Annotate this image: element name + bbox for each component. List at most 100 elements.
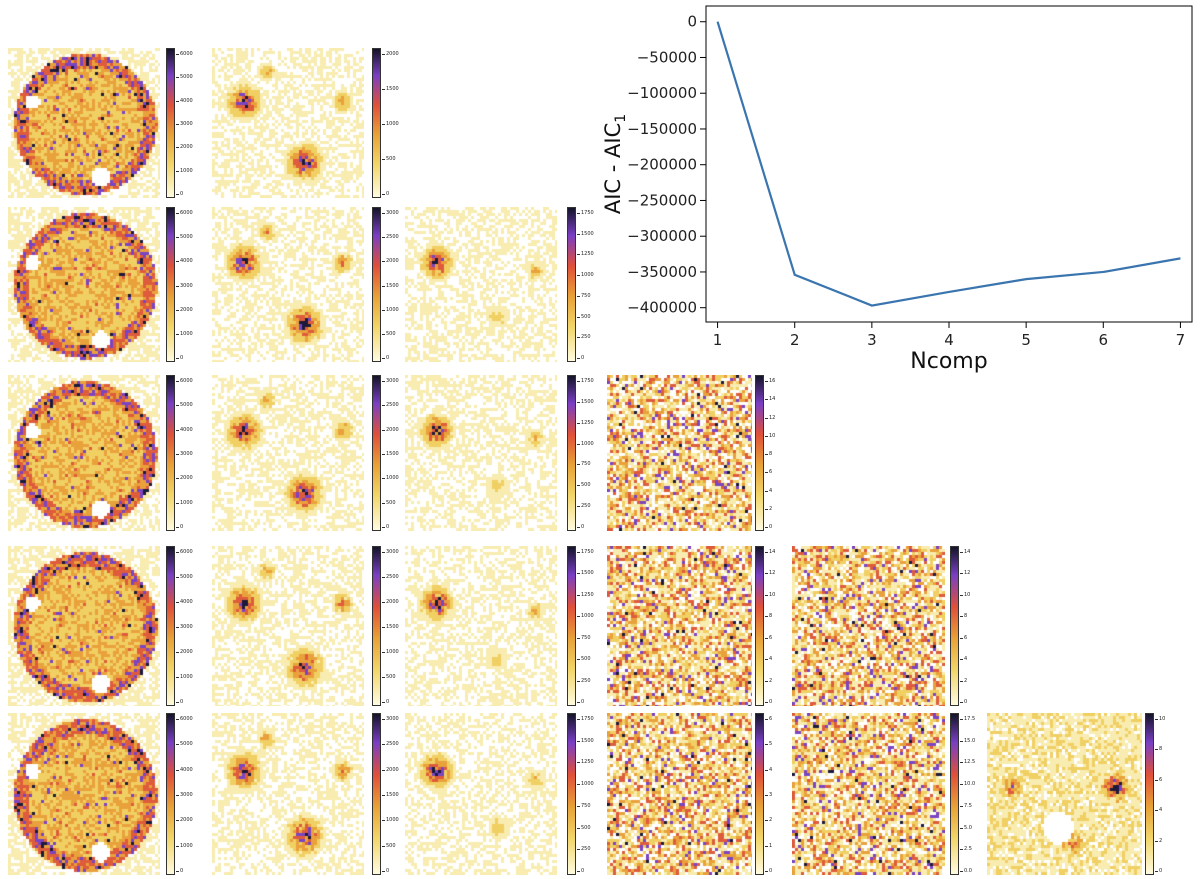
colorbar [950,546,959,706]
colorbar-tick-label: 1500 [577,570,594,577]
colorbar-tick-label: 1500 [382,451,399,457]
colorbar-tick-label: 1000 [577,613,594,620]
colorbar [567,713,576,875]
colorbar-tick-label: 0 [175,355,184,361]
colorbar-tick-label: 17.5 [959,716,976,722]
colorbar [372,546,381,706]
colorbar-tick-label: 8 [1154,746,1163,753]
component-map [607,375,752,531]
colorbar-tick-label: 1500 [382,624,399,630]
colorbar-tick-label: 14 [764,396,776,403]
colorbar-tick-label: 4 [764,656,773,663]
colorbar-tick-label: 2 [1154,837,1163,844]
colorbar-tick-label: 1000 [176,499,193,506]
colorbar-tick-label: 500 [577,656,591,663]
y-tick-label: −400000 [627,299,697,317]
component-panel-ncomp3-c3: 1750 1500 1250 1000 750 500 250 0 [405,207,607,362]
colorbar-tick-label: 6 [959,634,968,641]
component-map [405,207,557,362]
colorbar-tick-label: 1000 [577,440,594,447]
component-panel-ncomp6-c6: 10 8 6 4 2 0 [987,713,1185,875]
component-map [792,713,945,875]
component-panel-ncomp6-c2: 3000 2500 2000 1500 1000 500 0 [212,713,412,875]
component-panel-ncomp6-c3: 1750 1500 1250 1000 750 500 250 0 [405,713,607,875]
colorbar-tick-label: 12 [959,570,971,577]
colorbar-tick-label: 1250 [577,251,594,258]
x-tick-label: 7 [1176,331,1186,349]
colorbar-tick-label: 6 [1154,776,1163,783]
colorbar-tick-label: 0 [764,868,773,874]
colorbar-tick-label: 2000 [382,599,399,605]
component-panel-ncomp5-c4: 14 12 10 8 6 4 2 0 [607,546,795,706]
colorbar-tick-label: 3000 [176,121,193,127]
colorbar-tick-label: 750 [577,634,591,641]
colorbar-tick-label: 1500 [577,230,594,237]
colorbar-tick-label: 2 [764,505,773,512]
colorbar-tick-label: 0 [764,524,773,530]
colorbar-tick-label: 1250 [577,419,594,426]
colorbar [372,713,381,875]
colorbar-tick-label: 14 [959,549,971,555]
colorbar [166,546,175,706]
component-panel-ncomp5-c2: 3000 2500 2000 1500 1000 500 0 [212,546,412,706]
colorbar-tick-label: 4000 [176,97,193,104]
colorbar-tick-label: 500 [382,330,396,337]
y-axis-label-subscript: 1 [613,114,629,123]
colorbar [166,48,175,198]
colorbar [372,207,381,362]
colorbar-tick-label: 8 [959,613,968,620]
colorbar-tick-label: 0 [381,524,390,530]
colorbar-tick-label: 5000 [176,574,193,580]
colorbar-tick-label: 1000 [382,306,399,313]
plot-frame [705,5,1193,323]
component-panel-ncomp6-c1: 6000 5000 4000 3000 2000 1000 0 [8,713,206,875]
colorbar-tick-label: 2000 [382,426,399,433]
colorbar-tick-label: 0 [175,524,184,530]
colorbar-tick-label: 3000 [176,282,193,289]
colorbar-tick-label: 5.0 [960,824,972,831]
colorbar-tick-label: 3 [764,792,773,798]
colorbar [950,713,959,875]
component-map [607,713,752,875]
colorbar-tick-label: 6000 [176,378,193,384]
colorbar-tick-label: 500 [577,482,591,489]
colorbar-tick-label: 6000 [176,210,193,216]
colorbar-tick-label: 2000 [176,306,193,313]
colorbar-tick-label: 0 [764,699,773,705]
colorbar-tick-label: 500 [577,824,591,831]
colorbar-tick-label: 3000 [176,451,193,457]
colorbar-tick-label: 0 [175,699,184,705]
colorbar-tick-label: 2000 [176,475,193,482]
colorbar-tick-label: 1000 [176,167,193,174]
colorbar [372,48,381,198]
colorbar-tick-label: 4000 [176,599,193,605]
colorbar-tick-label: 10 [959,591,971,598]
colorbar-tick-label: 4000 [176,766,193,773]
y-tick-label: −350000 [627,263,697,281]
colorbar-tick-label: 6000 [176,51,193,57]
colorbar-tick-label: 2500 [382,741,399,748]
colorbar-tick-label: 1250 [577,591,594,598]
colorbar-tick-label: 1000 [577,781,594,788]
component-panel-ncomp3-c2: 3000 2500 2000 1500 1000 500 0 [212,207,412,362]
colorbar-tick-label: 500 [382,499,396,506]
y-tick-label: −100000 [627,84,697,102]
colorbar-tick-label: 1500 [382,86,399,92]
colorbar-tick-label: 2000 [382,766,399,773]
colorbar-tick-label: 5000 [176,234,193,241]
colorbar-tick-label: 6000 [176,549,193,555]
colorbar-tick-label: 1250 [577,759,594,766]
colorbar-tick-label: 750 [577,802,591,809]
colorbar-tick-label: 1000 [382,817,399,824]
x-tick-label: 5 [1021,331,1031,349]
aic-line-chart: 0 −50000 −100000 −150000 −200000 −250000 −3000… [601,5,1193,374]
colorbar-tick-label: 10 [764,591,776,598]
colorbar-tick-label: 1500 [577,398,594,405]
colorbar-tick-label: 7.5 [960,802,972,809]
colorbar-tick-label: 0.0 [960,868,972,874]
colorbar [166,375,175,531]
component-map [8,546,160,706]
colorbar-tick-label: 1750 [577,716,594,722]
colorbar-tick-label: 1500 [382,282,399,289]
component-map [405,713,557,875]
